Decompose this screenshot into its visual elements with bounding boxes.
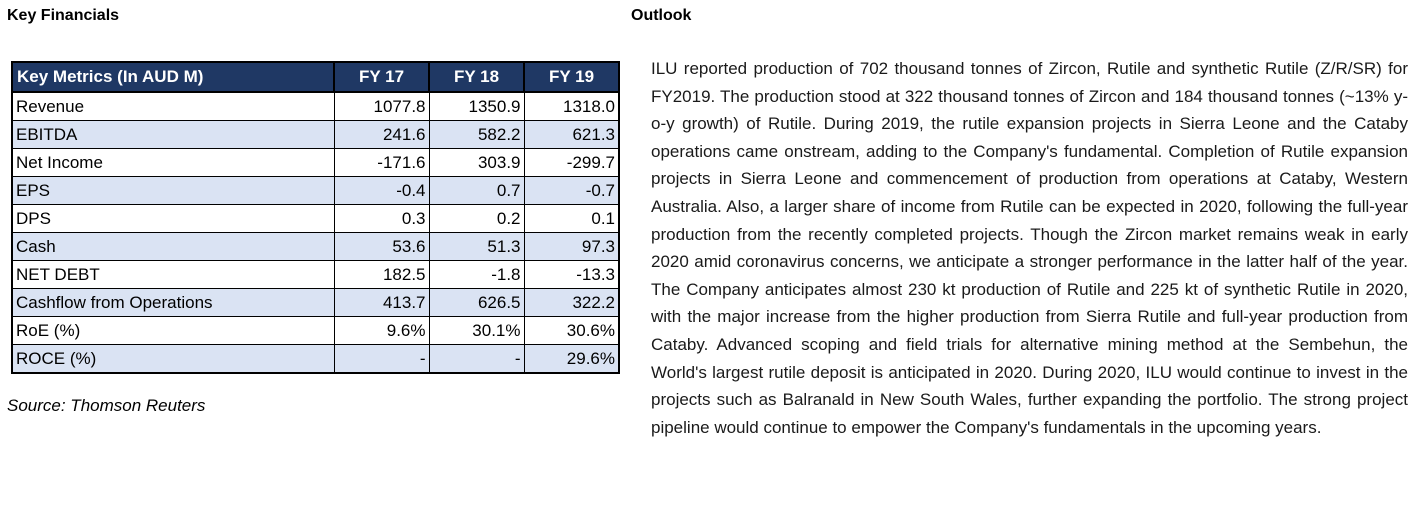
cell-fy19: -13.3 — [523, 260, 620, 289]
cell-fy19: -299.7 — [523, 148, 620, 177]
key-financials-heading: Key Financials — [7, 7, 120, 24]
row-label: Net Income — [11, 148, 335, 177]
table-row: Net Income -171.6 303.9 -299.7 — [11, 148, 620, 177]
outlook-paragraph: ILU reported production of 702 thousand … — [651, 59, 1408, 437]
row-label: EBITDA — [11, 120, 335, 149]
cell-fy18: -1.8 — [428, 260, 525, 289]
column-header-fy18: FY 18 — [428, 61, 525, 93]
column-header-fy17: FY 17 — [333, 61, 430, 93]
cell-fy17: 1077.8 — [333, 91, 430, 121]
cell-fy17: -171.6 — [333, 148, 430, 177]
row-label: Cash — [11, 232, 335, 261]
cell-fy18: 51.3 — [428, 232, 525, 261]
cell-fy17: -0.4 — [333, 176, 430, 205]
cell-fy18: 1350.9 — [428, 91, 525, 121]
cell-fy19: 322.2 — [523, 288, 620, 317]
cell-fy17: - — [333, 344, 430, 374]
row-label: RoE (%) — [11, 316, 335, 345]
row-label: Revenue — [11, 91, 335, 121]
cell-fy19: -0.7 — [523, 176, 620, 205]
table-row: EPS -0.4 0.7 -0.7 — [11, 176, 620, 205]
row-label: DPS — [11, 204, 335, 233]
table-row: Cashflow from Operations 413.7 626.5 322… — [11, 288, 620, 317]
cell-fy18: 582.2 — [428, 120, 525, 149]
cell-fy19: 29.6% — [523, 344, 620, 374]
table-row: Revenue 1077.8 1350.9 1318.0 — [11, 91, 620, 121]
cell-fy18: - — [428, 344, 525, 374]
table-row: EBITDA 241.6 582.2 621.3 — [11, 120, 620, 149]
table-row: NET DEBT 182.5 -1.8 -13.3 — [11, 260, 620, 289]
table-header-row: Key Metrics (In AUD M) FY 17 FY 18 FY 19 — [11, 61, 620, 93]
column-header-fy19: FY 19 — [523, 61, 620, 93]
key-metrics-table: Key Metrics (In AUD M) FY 17 FY 18 FY 19… — [11, 61, 620, 374]
cell-fy18: 0.7 — [428, 176, 525, 205]
cell-fy17: 241.6 — [333, 120, 430, 149]
cell-fy19: 97.3 — [523, 232, 620, 261]
source-caption: Source: Thomson Reuters — [7, 396, 206, 415]
cell-fy19: 1318.0 — [523, 91, 620, 121]
cell-fy17: 182.5 — [333, 260, 430, 289]
cell-fy18: 0.2 — [428, 204, 525, 233]
row-label: ROCE (%) — [11, 344, 335, 374]
row-label: NET DEBT — [11, 260, 335, 289]
cell-fy18: 30.1% — [428, 316, 525, 345]
column-header-metric: Key Metrics (In AUD M) — [11, 61, 335, 93]
table-row: DPS 0.3 0.2 0.1 — [11, 204, 620, 233]
row-label: EPS — [11, 176, 335, 205]
cell-fy19: 0.1 — [523, 204, 620, 233]
cell-fy18: 303.9 — [428, 148, 525, 177]
outlook-heading: Outlook — [631, 7, 692, 24]
cell-fy17: 413.7 — [333, 288, 430, 317]
cell-fy19: 30.6% — [523, 316, 620, 345]
cell-fy18: 626.5 — [428, 288, 525, 317]
cell-fy17: 0.3 — [333, 204, 430, 233]
row-label: Cashflow from Operations — [11, 288, 335, 317]
table-row: RoE (%) 9.6% 30.1% 30.6% — [11, 316, 620, 345]
cell-fy17: 53.6 — [333, 232, 430, 261]
table-row: Cash 53.6 51.3 97.3 — [11, 232, 620, 261]
cell-fy17: 9.6% — [333, 316, 430, 345]
table-row: ROCE (%) - - 29.6% — [11, 344, 620, 374]
cell-fy19: 621.3 — [523, 120, 620, 149]
